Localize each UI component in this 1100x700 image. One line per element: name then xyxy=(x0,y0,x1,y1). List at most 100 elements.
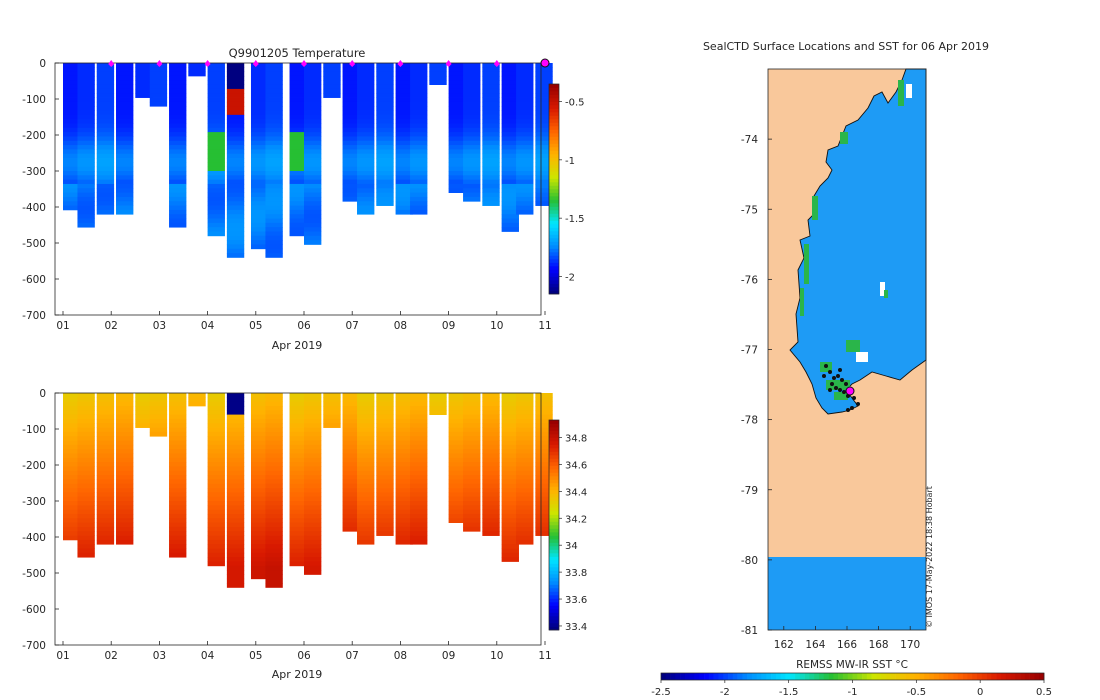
salinity-cell xyxy=(226,397,245,403)
temperature-cell xyxy=(395,75,413,81)
salinity-cell xyxy=(289,457,307,463)
salinity-cell xyxy=(304,488,322,493)
temperature-cell xyxy=(516,127,534,133)
temperature-cell xyxy=(501,67,519,73)
temperature-cell xyxy=(265,149,283,155)
temperature-cell xyxy=(429,75,447,81)
temperature-cell xyxy=(116,80,134,85)
salinity-cell xyxy=(77,544,95,549)
salinity-cell xyxy=(169,393,187,398)
temperature-cell xyxy=(501,93,519,98)
salinity-cell xyxy=(116,509,134,515)
temperature-cell xyxy=(376,84,394,90)
temperature-cell xyxy=(304,71,322,77)
salinity-cell xyxy=(342,423,360,428)
temperature-cell xyxy=(96,123,115,129)
salinity-cell xyxy=(207,552,225,558)
sst-colorbar-segment xyxy=(1015,673,1021,680)
temperature-cell xyxy=(265,140,283,146)
temperature-cell xyxy=(116,88,134,94)
salinity-cell xyxy=(501,449,519,454)
temperature-cell xyxy=(289,106,307,111)
temperature-cell xyxy=(482,166,500,172)
salinity-colorbar-segment xyxy=(549,553,559,557)
temperature-cell xyxy=(135,67,153,73)
salinity-cell xyxy=(250,436,269,441)
salinity-x-tick-label: 06 xyxy=(297,650,311,662)
salinity-cell xyxy=(169,414,187,420)
temperature-cell xyxy=(501,222,519,228)
temperature-cell xyxy=(63,119,81,124)
temperature-cell xyxy=(501,153,519,159)
salinity-cell xyxy=(463,488,481,493)
temperature-cell xyxy=(342,179,360,185)
temperature-cell xyxy=(207,63,225,68)
sst-colorbar-segment xyxy=(900,673,906,680)
salinity-x-label: Apr 2019 xyxy=(272,668,323,681)
salinity-cell xyxy=(357,466,375,472)
salinity-cell xyxy=(250,513,269,519)
salinity-cell xyxy=(463,405,481,411)
salinity-cell xyxy=(304,501,322,506)
temperature-cell xyxy=(265,97,283,103)
salinity-colorbar-frame xyxy=(548,419,560,631)
salinity-cell xyxy=(116,440,134,446)
salinity-cell xyxy=(410,475,428,480)
salinity-cell xyxy=(265,488,283,493)
temperature-cell xyxy=(77,132,95,137)
sst-colorbar-segment xyxy=(890,673,896,680)
temperature-cell xyxy=(63,101,81,107)
salinity-cell xyxy=(116,431,134,437)
salinity-cell xyxy=(482,526,500,532)
temperature-colorbar-segment xyxy=(549,168,559,172)
temperature-cell xyxy=(135,88,153,94)
temperature-cell xyxy=(265,175,283,181)
salinity-x-tick-label: 07 xyxy=(346,650,359,662)
salinity-cell xyxy=(501,401,519,407)
salinity-cell xyxy=(448,462,466,467)
salinity-cell xyxy=(357,423,375,428)
salinity-colorbar-segment xyxy=(549,472,559,477)
temperature-cell xyxy=(463,192,481,198)
temperature-cell xyxy=(516,97,534,103)
salinity-cell xyxy=(376,462,394,467)
temperature-cell xyxy=(482,119,500,124)
temperature-cell xyxy=(395,166,413,172)
temperature-cell xyxy=(226,240,245,245)
salinity-colorbar-segment xyxy=(549,574,559,578)
salinity-colorbar-segment xyxy=(549,476,559,480)
temperature-cell xyxy=(357,201,375,206)
salinity-cell xyxy=(289,492,307,498)
salinity-cell xyxy=(516,418,534,424)
salinity-cell xyxy=(357,393,375,398)
salinity-cell xyxy=(207,488,225,493)
temperature-cell xyxy=(463,158,481,163)
temperature-cell xyxy=(342,145,360,150)
temperature-colorbar-segment xyxy=(549,241,559,246)
salinity-cell xyxy=(169,457,187,463)
salinity-cell xyxy=(96,475,115,480)
temperature-cell xyxy=(207,171,225,176)
temperature-cell xyxy=(395,67,413,73)
salinity-cell xyxy=(289,440,307,446)
salinity-cell xyxy=(289,505,307,511)
temperature-cell xyxy=(304,158,322,163)
temperature-cell xyxy=(77,196,95,202)
temperature-cell xyxy=(250,227,269,232)
salinity-cell xyxy=(207,539,225,545)
temperature-cell xyxy=(463,153,481,159)
temperature-cell xyxy=(207,153,225,159)
ctd-location xyxy=(828,370,832,374)
salinity-cell xyxy=(410,466,428,472)
sst-colorbar-segment xyxy=(799,673,805,680)
temperature-cell xyxy=(250,214,269,219)
salinity-cell xyxy=(501,544,519,549)
temperature-cell xyxy=(448,179,466,185)
temperature-x-tick-label: 02 xyxy=(105,320,118,332)
salinity-colorbar-segment xyxy=(549,609,559,613)
temperature-cell xyxy=(395,101,413,107)
temperature-cell xyxy=(169,71,187,77)
salinity-cell xyxy=(342,440,360,446)
salinity-cell xyxy=(448,405,466,411)
salinity-cell xyxy=(342,397,360,403)
